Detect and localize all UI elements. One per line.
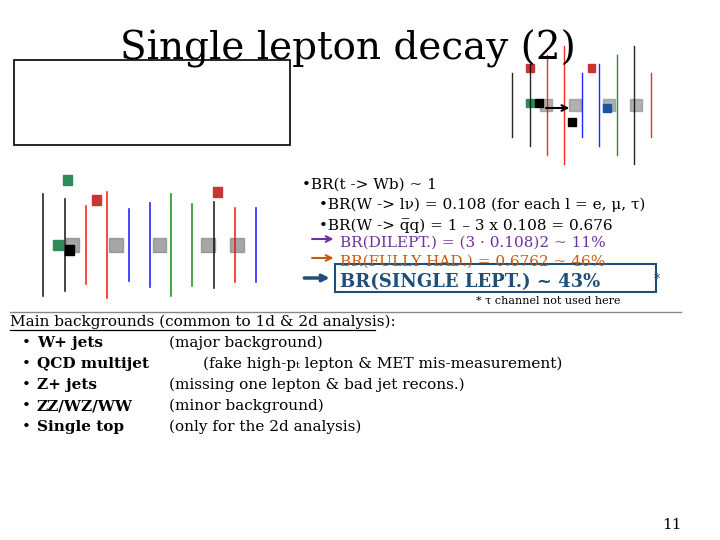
Text: (fake high-pₜ lepton & MET mis-measurement): (fake high-pₜ lepton & MET mis-measureme… <box>203 357 562 372</box>
Text: •BR(W -> lν) = 0.108 (for each l = e, μ, τ): •BR(W -> lν) = 0.108 (for each l = e, μ,… <box>319 198 645 212</box>
Text: W+ jets: W+ jets <box>37 336 103 350</box>
Text: * τ channel not used here: * τ channel not used here <box>475 296 620 306</box>
Text: •: • <box>22 378 30 392</box>
Text: (only for the 2d analysis): (only for the 2d analysis) <box>169 420 361 434</box>
Text: 11: 11 <box>662 518 681 532</box>
Bar <box>588 64 595 72</box>
Bar <box>92 195 102 205</box>
Text: QCD multijet: QCD multijet <box>37 357 149 371</box>
Text: •: • <box>22 357 30 371</box>
Text: •BR(t -> Wb) ~ 1: •BR(t -> Wb) ~ 1 <box>302 178 436 192</box>
Bar <box>603 104 611 112</box>
Bar <box>536 99 543 107</box>
Bar <box>201 238 215 252</box>
Text: *: * <box>653 273 660 286</box>
Text: •BR(W -> q̅q) = 1 – 3 x 0.108 = 0.676: •BR(W -> q̅q) = 1 – 3 x 0.108 = 0.676 <box>319 218 613 233</box>
Text: BR(DILEPT.) = (3 · 0.108)2 ~ 11%: BR(DILEPT.) = (3 · 0.108)2 ~ 11% <box>341 236 606 250</box>
Bar <box>66 238 79 252</box>
Bar <box>603 99 615 111</box>
Text: (missing one lepton & bad jet recons.): (missing one lepton & bad jet recons.) <box>169 378 465 393</box>
Bar <box>526 99 534 107</box>
Bar <box>63 175 73 185</box>
FancyBboxPatch shape <box>14 60 290 145</box>
Text: •: • <box>22 399 30 413</box>
Text: Single top: Single top <box>37 420 124 434</box>
Bar <box>230 238 243 252</box>
Bar <box>630 99 642 111</box>
Bar <box>540 99 552 111</box>
Bar <box>570 99 581 111</box>
Bar <box>65 245 74 255</box>
Text: BR(SINGLE LEPT.) ~ 43%: BR(SINGLE LEPT.) ~ 43% <box>341 273 600 291</box>
Bar <box>53 240 63 250</box>
Text: •: • <box>22 420 30 434</box>
Text: BR(FULLY HAD.) = 0.6762 ~ 46%: BR(FULLY HAD.) = 0.6762 ~ 46% <box>341 255 606 269</box>
Text: Z+ jets: Z+ jets <box>37 378 96 392</box>
Bar <box>109 238 122 252</box>
Text: •: • <box>22 336 30 350</box>
Bar <box>153 238 166 252</box>
Bar <box>336 264 656 292</box>
Bar <box>212 187 222 197</box>
Text: (major background): (major background) <box>169 336 323 350</box>
Text: ZZ/WZ/WW: ZZ/WZ/WW <box>37 399 132 413</box>
Text: Main backgrounds (common to 1d & 2d analysis):: Main backgrounds (common to 1d & 2d anal… <box>9 315 395 329</box>
Text: Single lepton decay (2): Single lepton decay (2) <box>120 30 576 69</box>
Bar <box>568 118 576 126</box>
Bar <box>526 64 534 72</box>
Text: (minor background): (minor background) <box>169 399 324 414</box>
